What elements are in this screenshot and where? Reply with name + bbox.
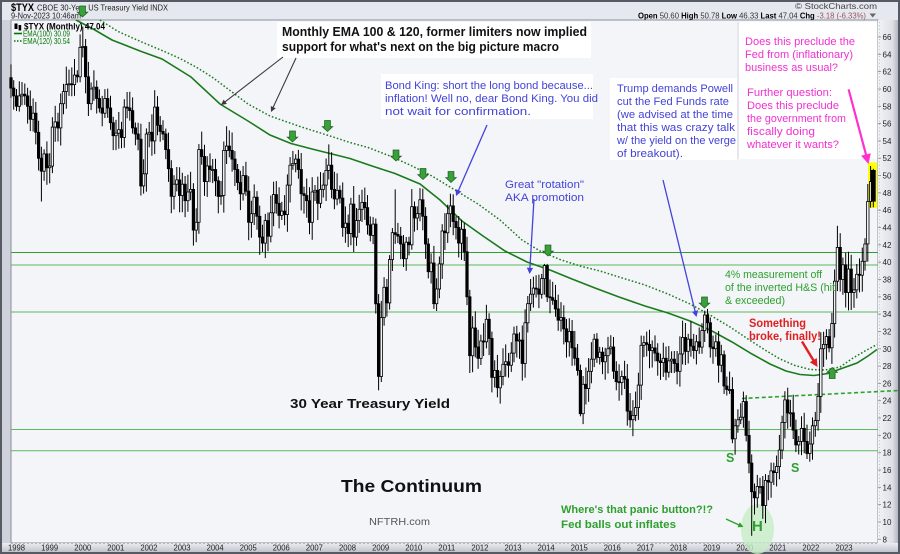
svg-text:Where's that panic button?!?: Where's that panic button?!? bbox=[561, 504, 713, 516]
svg-text:1999: 1999 bbox=[41, 544, 59, 553]
svg-text:16: 16 bbox=[883, 466, 892, 475]
svg-text:Further question:: Further question: bbox=[747, 87, 832, 99]
svg-text:38: 38 bbox=[883, 276, 892, 285]
svg-text:Something: Something bbox=[749, 316, 806, 330]
svg-text:36: 36 bbox=[883, 293, 892, 302]
svg-text:60: 60 bbox=[883, 85, 892, 94]
svg-text:64: 64 bbox=[883, 50, 892, 59]
svg-text:w/ the yield on the verge: w/ the yield on the verge bbox=[616, 135, 736, 147]
svg-text:30 Year Treasury Yield: 30 Year Treasury Yield bbox=[290, 397, 450, 411]
svg-text:of the inverted H&S (hit: of the inverted H&S (hit bbox=[725, 282, 835, 294]
svg-text:H: H bbox=[752, 518, 763, 535]
svg-text:2010: 2010 bbox=[405, 544, 423, 553]
svg-text:52: 52 bbox=[883, 154, 892, 163]
svg-text:32: 32 bbox=[883, 327, 892, 336]
svg-text:AKA promotion: AKA promotion bbox=[505, 192, 584, 204]
svg-text:of breakout).: of breakout). bbox=[617, 148, 683, 160]
svg-text:Monthly EMA 100 & 120, former: Monthly EMA 100 & 120, former limiters n… bbox=[282, 25, 587, 39]
svg-text:56: 56 bbox=[883, 120, 892, 129]
svg-text:2017: 2017 bbox=[637, 544, 655, 553]
svg-text:12: 12 bbox=[883, 501, 892, 510]
svg-text:fiscally doing: fiscally doing bbox=[747, 126, 815, 138]
svg-text:2022: 2022 bbox=[802, 544, 820, 553]
svg-text:support for what's next on the: support for what's next on the big pictu… bbox=[282, 40, 559, 54]
svg-text:2012: 2012 bbox=[471, 544, 489, 553]
svg-text:34: 34 bbox=[883, 310, 892, 319]
svg-text:1998: 1998 bbox=[8, 544, 26, 553]
svg-text:40: 40 bbox=[883, 258, 892, 267]
svg-text:Fed from (inflationary): Fed from (inflationary) bbox=[745, 49, 853, 61]
svg-text:14: 14 bbox=[883, 483, 892, 492]
svg-text:S: S bbox=[726, 451, 734, 465]
svg-text:2007: 2007 bbox=[306, 544, 324, 553]
svg-text:Does this preclude: Does this preclude bbox=[747, 100, 839, 112]
svg-text:Does this preclude the: Does this preclude the bbox=[745, 36, 855, 48]
svg-text:CBOE 30-Year US Treasury Yield: CBOE 30-Year US Treasury Yield INDX bbox=[37, 3, 168, 13]
svg-text:2011: 2011 bbox=[438, 544, 456, 553]
svg-text:business as usual?: business as usual? bbox=[745, 62, 838, 74]
svg-text:66: 66 bbox=[883, 33, 892, 42]
svg-text:2008: 2008 bbox=[339, 544, 357, 553]
svg-text:62: 62 bbox=[883, 68, 892, 77]
svg-text:Fed balls out inflates: Fed balls out inflates bbox=[561, 519, 676, 531]
svg-text:2006: 2006 bbox=[273, 544, 291, 553]
svg-text:22: 22 bbox=[883, 414, 892, 423]
svg-text:50: 50 bbox=[883, 172, 892, 181]
svg-text:not wait for confirmation.: not wait for confirmation. bbox=[385, 106, 531, 118]
svg-text:10: 10 bbox=[883, 518, 892, 527]
svg-text:Bond King: short the long bond: Bond King: short the long bond because..… bbox=[385, 80, 593, 92]
svg-text:Trump demands Powell: Trump demands Powell bbox=[617, 83, 733, 95]
svg-text:© StockCharts.com: © StockCharts.com bbox=[795, 1, 877, 11]
svg-text:(we advised at the time: (we advised at the time bbox=[617, 109, 733, 121]
svg-text:NFTRH.com: NFTRH.com bbox=[369, 516, 430, 528]
svg-text:58: 58 bbox=[883, 102, 892, 111]
svg-text:2016: 2016 bbox=[604, 544, 622, 553]
svg-text:2020: 2020 bbox=[736, 544, 754, 553]
svg-text:$TYX (Monthly) 47.04: $TYX (Monthly) 47.04 bbox=[24, 22, 105, 32]
svg-text:the government from: the government from bbox=[747, 113, 846, 125]
svg-text:2015: 2015 bbox=[571, 544, 589, 553]
svg-text:2014: 2014 bbox=[538, 544, 556, 553]
svg-text:2009: 2009 bbox=[372, 544, 390, 553]
svg-text:48: 48 bbox=[883, 189, 892, 198]
svg-text:2004: 2004 bbox=[207, 544, 225, 553]
svg-text:whatever it wants?: whatever it wants? bbox=[746, 139, 839, 151]
svg-text:$TYX: $TYX bbox=[11, 2, 35, 14]
svg-text:2023: 2023 bbox=[836, 544, 854, 553]
svg-text:4% measurement off: 4% measurement off bbox=[725, 269, 823, 281]
svg-text:cut the Fed Funds rate: cut the Fed Funds rate bbox=[617, 96, 729, 108]
svg-text:2005: 2005 bbox=[240, 544, 258, 553]
svg-text:44: 44 bbox=[883, 224, 892, 233]
svg-text:The Continuum: The Continuum bbox=[341, 476, 482, 496]
svg-text:Great "rotation": Great "rotation" bbox=[505, 179, 584, 191]
svg-text:18: 18 bbox=[883, 449, 892, 458]
svg-text:24: 24 bbox=[883, 397, 892, 406]
svg-text:30: 30 bbox=[883, 345, 892, 354]
svg-text:28: 28 bbox=[883, 362, 892, 371]
svg-text:& exceeded): & exceeded) bbox=[725, 295, 785, 307]
svg-text:S: S bbox=[791, 461, 799, 475]
svg-text:2013: 2013 bbox=[505, 544, 523, 553]
svg-text:26: 26 bbox=[883, 379, 892, 388]
svg-text:2003: 2003 bbox=[174, 544, 192, 553]
svg-text:46: 46 bbox=[883, 206, 892, 215]
svg-text:8: 8 bbox=[883, 535, 888, 544]
svg-text:42: 42 bbox=[883, 241, 892, 250]
svg-text:54: 54 bbox=[883, 137, 892, 146]
svg-text:2002: 2002 bbox=[140, 544, 158, 553]
svg-text:2021: 2021 bbox=[769, 544, 787, 553]
svg-text:Open 50.60 High 50.78 Low 46.3: Open 50.60 High 50.78 Low 46.33 Last 47.… bbox=[638, 11, 866, 21]
svg-text:9-Nov-2023 10:46am: 9-Nov-2023 10:46am bbox=[11, 12, 81, 21]
svg-text:2001: 2001 bbox=[107, 544, 125, 553]
svg-text:broke, finally!: broke, finally! bbox=[749, 329, 821, 343]
svg-text:that this was crazy talk: that this was crazy talk bbox=[617, 122, 736, 134]
svg-text:2018: 2018 bbox=[670, 544, 688, 553]
svg-text:inflation! Well no, dear Bond: inflation! Well no, dear Bond King. You … bbox=[385, 93, 598, 105]
svg-text:EMA(100) 30.09: EMA(100) 30.09 bbox=[23, 30, 70, 39]
svg-text:2000: 2000 bbox=[74, 544, 92, 553]
svg-text:EMA(120) 30.54: EMA(120) 30.54 bbox=[23, 37, 70, 46]
svg-text:2019: 2019 bbox=[703, 544, 721, 553]
svg-text:20: 20 bbox=[883, 431, 892, 440]
